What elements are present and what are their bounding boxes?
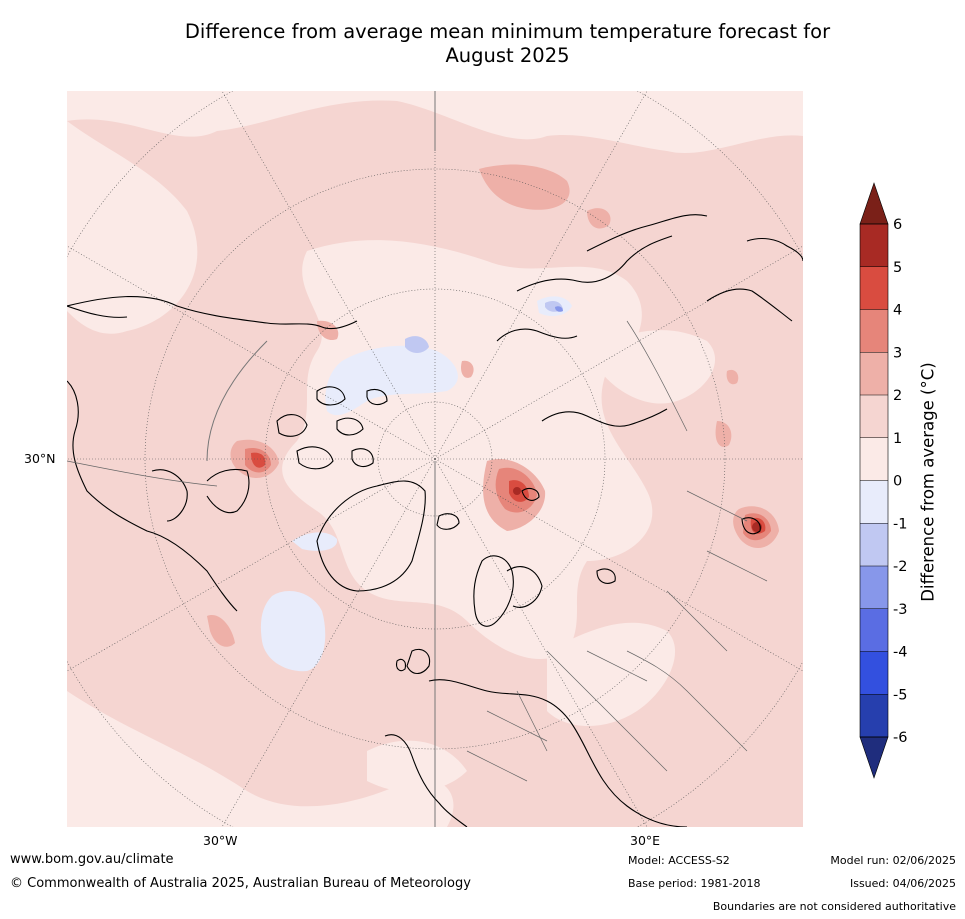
colorbar-segment-0_1 bbox=[860, 437, 888, 481]
colorbar-tick-label: -5 bbox=[893, 687, 907, 703]
graticule bbox=[67, 91, 803, 827]
colorbar-segment-m3_m2 bbox=[860, 566, 888, 609]
colorbar-segment-m6_m5 bbox=[860, 694, 888, 737]
colorbar-segment-3_4 bbox=[860, 309, 888, 353]
colorbar-tick-label: 6 bbox=[893, 217, 902, 233]
colorbar-segment-4_5 bbox=[860, 266, 888, 310]
title-line-1: Difference from average mean minimum tem… bbox=[184, 20, 831, 43]
colorbar-segment-2_3 bbox=[860, 352, 888, 395]
colorbar-segment-m2_m1 bbox=[860, 523, 888, 566]
polar-map bbox=[67, 91, 803, 827]
anomaly-0-1-regions bbox=[67, 91, 803, 827]
map-title: Difference from average mean minimum tem… bbox=[60, 20, 955, 68]
anomaly-2-3-regions bbox=[207, 164, 779, 647]
colorbar-segment-m4_m3 bbox=[860, 608, 888, 652]
footer-website[interactable]: www.bom.gov.au/climate bbox=[10, 852, 174, 867]
colorbar-title: Difference from average (°C) bbox=[918, 362, 938, 602]
footer-copyright: © Commonwealth of Australia 2025, Austra… bbox=[10, 876, 471, 891]
anomaly-negative-regions bbox=[260, 296, 572, 672]
colorbar-tick-label: -1 bbox=[893, 516, 907, 532]
coastlines bbox=[67, 214, 803, 827]
colorbar-segment-5_6 bbox=[860, 224, 888, 267]
colorbar-tick-label: 5 bbox=[893, 260, 902, 276]
colorbar-tick-label: -4 bbox=[893, 645, 907, 661]
colorbar-tick-label: -6 bbox=[893, 730, 907, 746]
colorbar-tick-label: 4 bbox=[893, 303, 902, 319]
footer-disclaimer: Boundaries are not considered authoritat… bbox=[712, 900, 956, 913]
colorbar-tick-label: 0 bbox=[893, 474, 902, 490]
lon-label-30w: 30°W bbox=[203, 833, 238, 848]
footer-model: Model: ACCESS-S2 bbox=[628, 854, 730, 867]
colorbar-segment-m5_m4 bbox=[860, 651, 888, 695]
colorbar-tick-label: 1 bbox=[893, 431, 902, 447]
colorbar-tick-label: -2 bbox=[893, 559, 907, 575]
footer-model-run: Model run: 02/06/2025 bbox=[830, 854, 956, 867]
lat-label-30n: 30°N bbox=[24, 451, 56, 466]
boundaries bbox=[67, 320, 768, 782]
lon-label-30e: 30°E bbox=[630, 833, 661, 848]
colorbar-segment-1_2 bbox=[860, 395, 888, 438]
title-line-2: August 2025 bbox=[445, 44, 570, 67]
colorbar-extend-bottom bbox=[859, 736, 889, 779]
colorbar: 6 5 4 3 2 1 0 -1 -2 -3 -4 -5 -6 bbox=[859, 182, 907, 779]
prime-meridian bbox=[206, 91, 436, 827]
colorbar-tick-label: 3 bbox=[893, 345, 902, 361]
colorbar-tick-label: -3 bbox=[893, 602, 907, 618]
colorbar-extend-top bbox=[859, 182, 889, 225]
footer-issued: Issued: 04/06/2025 bbox=[849, 877, 956, 890]
colorbar-tick-label: 2 bbox=[893, 388, 902, 404]
colorbar-segment-m1_0 bbox=[860, 480, 888, 524]
footer-base-period: Base period: 1981-2018 bbox=[628, 877, 761, 890]
